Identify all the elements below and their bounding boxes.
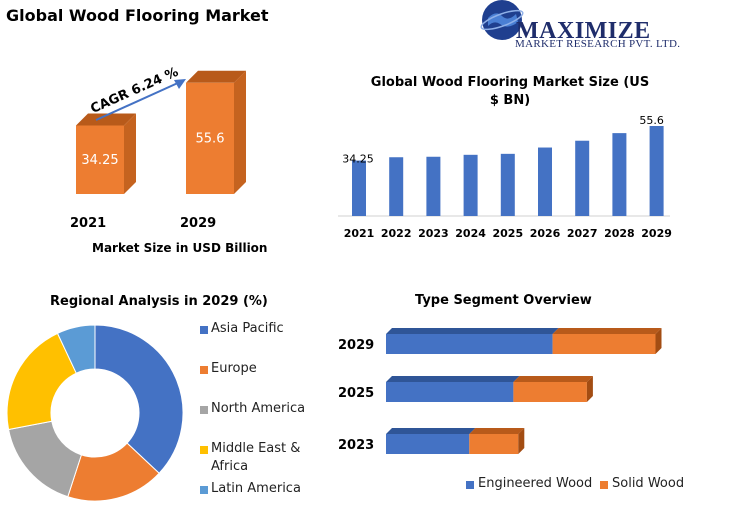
legend-label-north-america: North America <box>211 401 306 416</box>
bar-top-2025-0 <box>386 376 520 382</box>
legend-swatch-north-america <box>200 406 208 414</box>
market-size-chart: 34.25 55.6 CAGR 6.24 % <box>76 65 246 194</box>
legend-label-engineered: Engineered Wood <box>478 476 593 491</box>
page-title: Global Wood Flooring Market <box>6 6 269 25</box>
bar-top-2025-1 <box>513 376 593 382</box>
bar-label-2029: 55.6 <box>196 131 225 146</box>
bar-2025-engineered-wood <box>386 382 514 402</box>
tick-2022: 2022 <box>381 227 412 240</box>
legend-swatch-asia-pacific <box>200 326 208 334</box>
bar-top-2029 <box>186 70 246 83</box>
bar-2023 <box>426 156 441 216</box>
legend-label-latin-america: Latin America <box>211 481 301 496</box>
legend-label-middle-east-africa: Middle East & Africa <box>211 441 301 474</box>
bar-top-2023-1 <box>469 428 525 434</box>
tick-2023: 2023 <box>418 227 449 240</box>
bar-2029-solid-wood <box>552 334 656 354</box>
slice-north-america <box>7 420 83 498</box>
bar-2029-engineered-wood <box>386 334 553 354</box>
legend-label-solid: Solid Wood <box>612 476 685 491</box>
bar-2021 <box>352 160 366 216</box>
chart4-title: Type Segment Overview <box>415 293 592 308</box>
legend-label-asia-pacific: Asia Pacific <box>211 321 284 336</box>
legend-swatch-middle-east-africa <box>200 446 208 454</box>
legend-label-europe: Europe <box>211 361 257 376</box>
bar-side-2029 <box>234 70 246 194</box>
legend-swatch-solid <box>600 481 608 489</box>
slice-latin-america <box>56 325 96 374</box>
data-label-2021: 34.25 <box>342 153 374 166</box>
bar-side-2025 <box>586 376 593 402</box>
chart2-title: Global Wood Flooring Market Size (US $ B… <box>370 75 650 108</box>
bar-2022 <box>389 157 404 216</box>
chart3-title: Regional Analysis in 2029 (%) <box>50 294 268 309</box>
market-size-trend-chart: 2021 34.25 2022 2023 2024 2025 2026 2027 2028 202… <box>338 114 672 240</box>
legend-swatch-europe <box>200 366 208 374</box>
logo-subtitle: MARKET RESEARCH PVT. LTD. <box>515 38 681 50</box>
chart1-xlabel: Market Size in USD Billion <box>92 241 268 255</box>
tick-2021: 2021 <box>344 227 375 240</box>
bar-2028 <box>612 133 627 216</box>
regional-donut-chart <box>6 325 184 502</box>
bar-side-2029 <box>655 328 662 354</box>
bar-side-2021 <box>124 113 136 194</box>
bar-2023-solid-wood <box>469 434 519 454</box>
bar-2027 <box>575 140 590 216</box>
type-segment-chart: 2029 2025 2023 <box>338 328 662 454</box>
cagr-annotation: CAGR 6.24 % <box>88 65 180 117</box>
tick-2025: 2025 <box>338 386 374 401</box>
bar-2025-solid-wood <box>513 382 587 402</box>
bar-side-2023 <box>518 428 525 454</box>
cagr-arrow <box>95 81 181 121</box>
globe-logo-icon <box>480 0 524 40</box>
type-legend: Engineered Wood Solid Wood <box>466 476 726 494</box>
tick-2029: 2029 <box>338 338 374 353</box>
tick-2029: 2029 <box>180 216 217 231</box>
cagr-arrowhead <box>174 79 186 89</box>
bar-top-2029-1 <box>552 328 662 334</box>
tick-2025: 2025 <box>492 227 523 240</box>
tick-2028: 2028 <box>604 227 635 240</box>
slice-asia-pacific <box>94 325 184 474</box>
legend-swatch-engineered <box>466 481 474 489</box>
bar-2029 <box>649 126 664 216</box>
logo-name: MAXIMIZE <box>516 18 651 44</box>
bar-label-2021: 34.25 <box>81 153 118 168</box>
data-label-2029: 55.6 <box>639 114 664 127</box>
tick-2023: 2023 <box>338 438 374 453</box>
bar-top-2023-0 <box>386 428 476 434</box>
tick-2024: 2024 <box>455 227 486 240</box>
tick-2027: 2027 <box>567 227 598 240</box>
bar-top-2021 <box>76 113 136 126</box>
bar-2024 <box>463 154 478 216</box>
bar-2029 <box>186 82 234 194</box>
tick-2021: 2021 <box>70 216 107 231</box>
tick-2029: 2029 <box>641 227 672 240</box>
bar-top-2029-0 <box>386 328 559 334</box>
bar-2021 <box>76 125 124 194</box>
legend-swatch-latin-america <box>200 486 208 494</box>
bar-2026 <box>538 147 552 216</box>
bar-2023-engineered-wood <box>386 434 470 454</box>
bar-2025 <box>500 153 515 216</box>
tick-2026: 2026 <box>530 227 561 240</box>
